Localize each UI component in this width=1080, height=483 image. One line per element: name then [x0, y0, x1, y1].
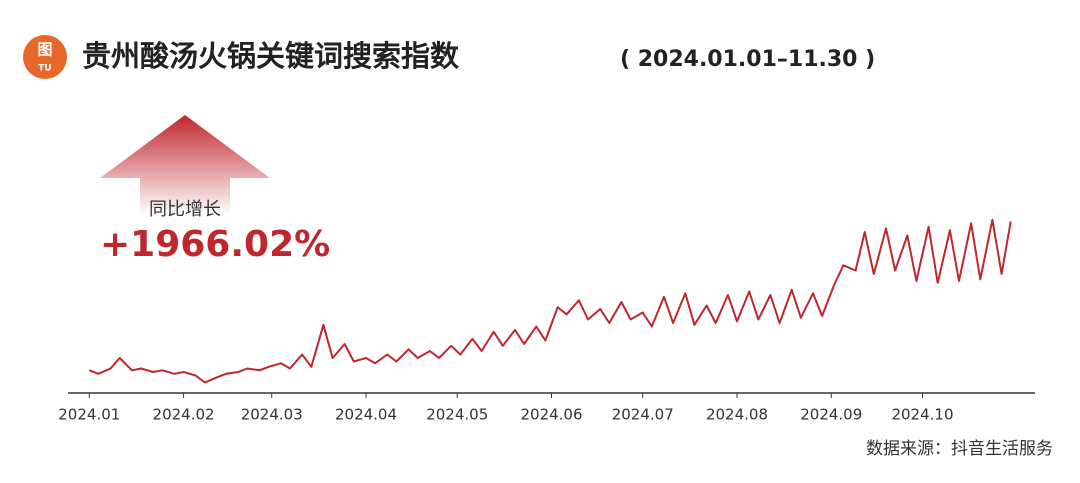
annotation-value: +1966.02% — [100, 224, 330, 265]
icon-text: 图 — [37, 41, 52, 59]
x-tick-label: 2024.09 — [800, 406, 862, 424]
x-tick-label: 2024.05 — [426, 406, 488, 424]
x-tick-label: 2024.07 — [612, 406, 674, 424]
x-tick-label: 2024.01 — [58, 406, 120, 424]
x-tick-label: 2024.06 — [520, 406, 582, 424]
chart-subtitle: ( 2024.01.01–11.30 ) — [620, 47, 875, 72]
source: 数据来源：抖音生活服务 — [866, 439, 1053, 459]
up-arrow — [100, 115, 270, 215]
x-tick-label: 2024.04 — [335, 406, 397, 424]
icon — [23, 35, 67, 79]
annotation-label: 同比增长 — [149, 199, 221, 220]
icon-text: TU — [38, 64, 51, 74]
chart-title: 贵州酸汤火锅关键词搜索指数 — [82, 39, 460, 73]
series-line — [88, 218, 1012, 384]
x-tick-label: 2024.08 — [706, 406, 768, 424]
x-tick-label: 2024.10 — [891, 406, 953, 424]
x-tick-label: 2024.02 — [153, 406, 215, 424]
x-tick-label: 2024.03 — [241, 406, 303, 424]
